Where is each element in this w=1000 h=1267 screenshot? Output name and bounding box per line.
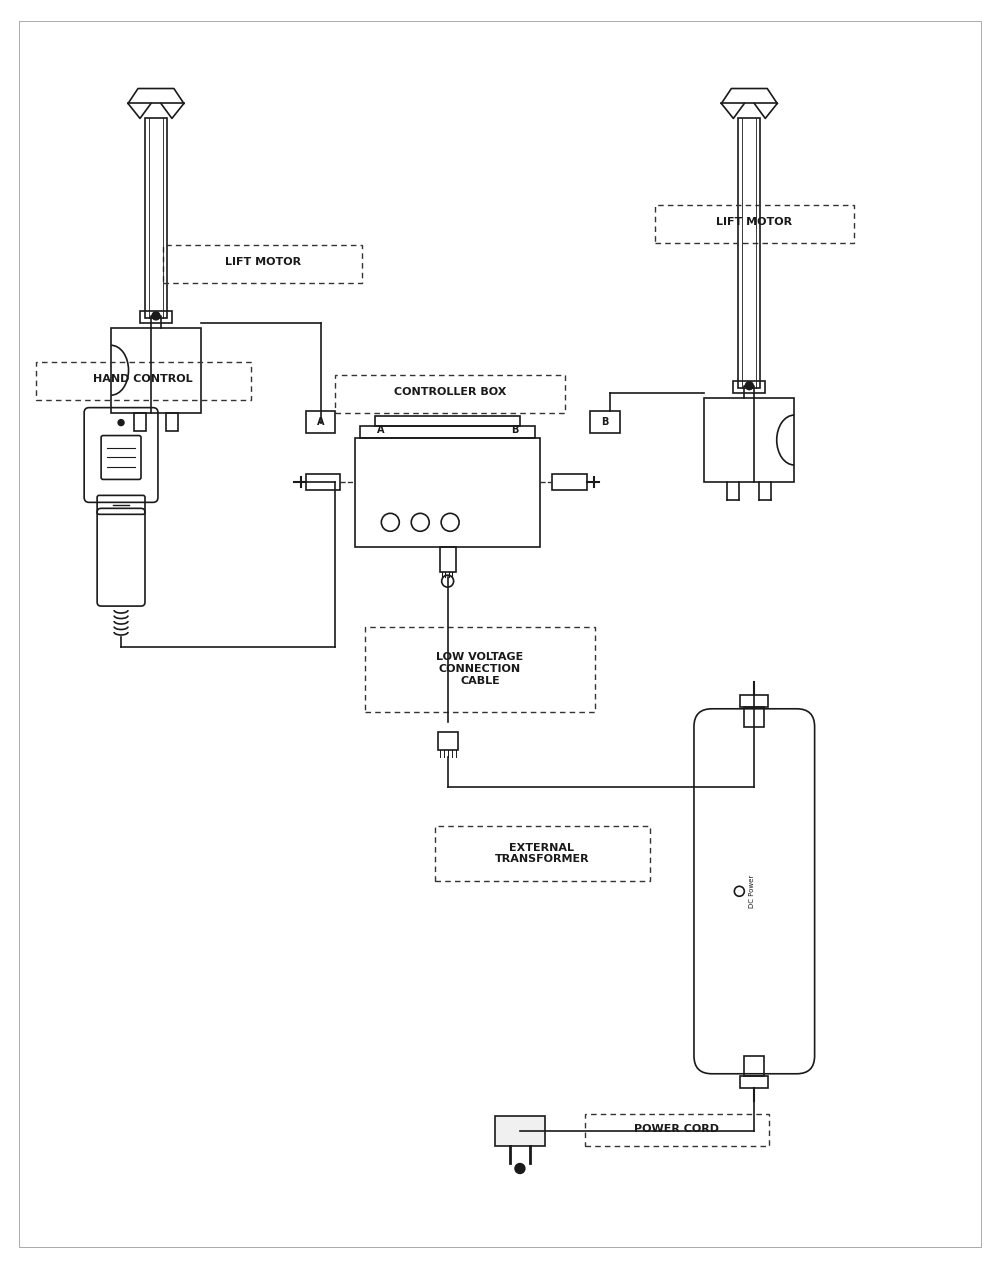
- Text: B: B: [511, 424, 519, 435]
- Text: A: A: [377, 424, 384, 435]
- Circle shape: [152, 312, 160, 319]
- Circle shape: [515, 1163, 525, 1173]
- Text: B: B: [601, 417, 608, 427]
- Text: DC Power: DC Power: [749, 874, 755, 908]
- Text: A: A: [317, 417, 324, 427]
- Text: LOW VOLTAGE
CONNECTION
CABLE: LOW VOLTAGE CONNECTION CABLE: [436, 653, 524, 685]
- Text: LIFT MOTOR: LIFT MOTOR: [716, 217, 792, 227]
- Text: HAND CONTROL: HAND CONTROL: [93, 374, 193, 384]
- Text: LIFT MOTOR: LIFT MOTOR: [225, 257, 301, 267]
- Text: EXTERNAL
TRANSFORMER: EXTERNAL TRANSFORMER: [495, 843, 589, 864]
- FancyBboxPatch shape: [495, 1116, 545, 1145]
- Circle shape: [745, 381, 753, 390]
- Text: CONTROLLER BOX: CONTROLLER BOX: [394, 386, 506, 397]
- Circle shape: [118, 419, 124, 426]
- Text: POWER CORD: POWER CORD: [634, 1124, 719, 1134]
